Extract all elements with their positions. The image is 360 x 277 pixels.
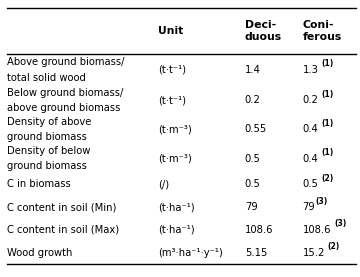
Text: (/): (/)	[158, 179, 170, 189]
Text: Unit: Unit	[158, 26, 184, 36]
Text: (t·m⁻³): (t·m⁻³)	[158, 153, 192, 164]
Text: Wood growth: Wood growth	[7, 248, 73, 258]
Text: 0.4: 0.4	[302, 124, 318, 135]
Text: 0.5: 0.5	[245, 179, 261, 189]
Text: (3): (3)	[334, 219, 346, 228]
Text: 0.55: 0.55	[245, 124, 267, 135]
Text: (2): (2)	[328, 242, 340, 251]
Text: Above ground biomass/: Above ground biomass/	[7, 57, 125, 67]
Text: ground biomass: ground biomass	[7, 161, 87, 171]
Text: 0.2: 0.2	[302, 95, 318, 106]
Text: total solid wood: total solid wood	[7, 73, 86, 83]
Text: 0.2: 0.2	[245, 95, 261, 106]
Text: 108.6: 108.6	[302, 225, 331, 235]
Text: 1.4: 1.4	[245, 65, 261, 75]
Text: 79: 79	[302, 202, 315, 212]
Text: 108.6: 108.6	[245, 225, 273, 235]
Text: Density of below: Density of below	[7, 146, 91, 156]
Text: ground biomass: ground biomass	[7, 132, 87, 142]
Text: above ground biomass: above ground biomass	[7, 103, 121, 113]
Text: Coni-
ferous: Coni- ferous	[302, 20, 342, 42]
Text: C in biomass: C in biomass	[7, 179, 71, 189]
Text: 79: 79	[245, 202, 257, 212]
Text: (1): (1)	[321, 119, 334, 128]
Text: (1): (1)	[321, 148, 334, 157]
Text: (1): (1)	[321, 59, 334, 68]
Text: (1): (1)	[321, 90, 334, 99]
Text: (t·m⁻³): (t·m⁻³)	[158, 124, 192, 135]
Text: (m³·ha⁻¹·y⁻¹): (m³·ha⁻¹·y⁻¹)	[158, 248, 223, 258]
Text: C content in soil (Max): C content in soil (Max)	[7, 225, 119, 235]
Text: 0.5: 0.5	[245, 153, 261, 164]
Text: (t·ha⁻¹): (t·ha⁻¹)	[158, 202, 195, 212]
Text: 15.2: 15.2	[302, 248, 325, 258]
Text: Density of above: Density of above	[7, 117, 91, 127]
Text: (t·ha⁻¹): (t·ha⁻¹)	[158, 225, 195, 235]
Text: Below ground biomass/: Below ground biomass/	[7, 88, 123, 98]
Text: (3): (3)	[315, 197, 327, 206]
Text: 0.4: 0.4	[302, 153, 318, 164]
Text: 5.15: 5.15	[245, 248, 267, 258]
Text: (t·t⁻¹): (t·t⁻¹)	[158, 95, 186, 106]
Text: 1.3: 1.3	[302, 65, 318, 75]
Text: Deci-
duous: Deci- duous	[245, 20, 282, 42]
Text: (2): (2)	[321, 174, 334, 183]
Text: 0.5: 0.5	[302, 179, 318, 189]
Text: C content in soil (Min): C content in soil (Min)	[7, 202, 117, 212]
Text: (t·t⁻¹): (t·t⁻¹)	[158, 65, 186, 75]
